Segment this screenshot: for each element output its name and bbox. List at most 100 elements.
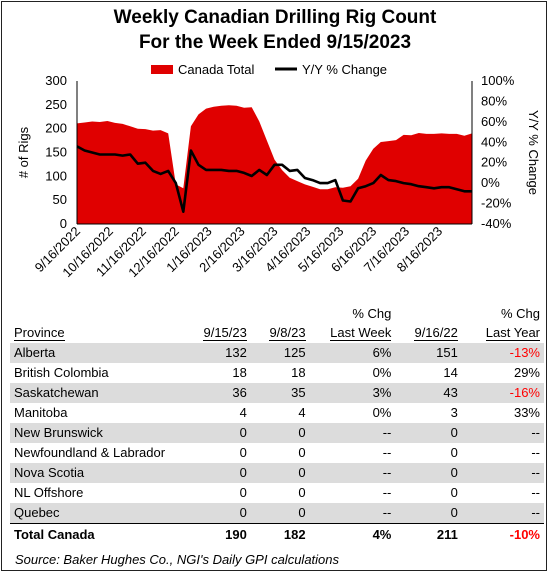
year-ago-count: 0 (450, 485, 458, 500)
header-chg-last-week: Last Week (330, 325, 392, 341)
chg-last-week: -- (382, 445, 392, 460)
province-name: Newfoundland & Labrador (14, 445, 166, 460)
table-row: Quebec 0 0 -- 0 -- (10, 503, 544, 524)
province-table: % Chg % Chg Province 9/15/23 9/8/23 Last… (10, 305, 544, 546)
table-row: Alberta 132 125 6% 151 -13% (10, 343, 544, 363)
chg-last-year: -10% (461, 523, 544, 546)
table-row: Manitoba 4 4 0% 3 33% (10, 403, 544, 423)
year-ago-count: 43 (395, 383, 462, 403)
current-week-count: 18 (232, 365, 247, 380)
chg-last-year: -16% (461, 383, 544, 403)
current-week-count: 4 (239, 405, 247, 420)
province-name: Manitoba (14, 405, 68, 420)
current-week-count: 132 (180, 343, 251, 363)
chg-last-week: -- (309, 503, 396, 524)
source-note: Source: Baker Hughes Co., NGI's Daily GP… (15, 552, 340, 567)
legend-label-canada-total: Canada Total (178, 62, 254, 77)
chg-last-week: 0% (372, 405, 392, 420)
province-name: NL Offshore (14, 485, 84, 500)
chg-last-week: 6% (309, 343, 396, 363)
current-week-count: 0 (239, 485, 247, 500)
chg-last-year: 29% (513, 365, 540, 380)
prior-week-count: 0 (298, 445, 306, 460)
right-y-tick-label: 100% (481, 73, 515, 88)
prior-week-count: 35 (250, 383, 310, 403)
table-row: Newfoundland & Labrador 0 0 -- 0 -- (10, 443, 544, 463)
chg-last-week: -- (382, 485, 392, 500)
right-y-tick-label: 60% (481, 114, 507, 129)
header-top-cell: % Chg (352, 306, 392, 321)
current-week-count: 0 (239, 445, 247, 460)
chg-last-year: -- (531, 485, 540, 500)
chg-last-year: -- (531, 445, 540, 460)
header-year-ago: 9/16/22 (414, 325, 458, 341)
right-y-tick-label: 0% (481, 175, 500, 190)
chg-last-week: -- (309, 423, 396, 443)
province-name: Total Canada (10, 523, 181, 546)
table-header: Province 9/15/23 9/8/23 Last Week 9/16/2… (10, 323, 544, 343)
chg-last-week: 3% (309, 383, 396, 403)
left-y-tick-label: 150 (45, 145, 67, 160)
table-body: Alberta 132 125 6% 151 -13% British Colombia 18… (10, 343, 544, 546)
prior-week-count: 18 (291, 365, 306, 380)
left-y-tick-label: 0 (60, 216, 67, 231)
header-top-cell (10, 305, 180, 323)
rig-count-chart: Canada Total Y/Y % Change 0 50 100 150 200 250 3… (16, 62, 541, 280)
chart-title: Weekly Canadian Drilling Rig Count (113, 7, 437, 28)
chart-subtitle: For the Week Ended 9/15/2023 (138, 32, 412, 53)
prior-week-count: 0 (298, 485, 306, 500)
year-ago-count: 3 (450, 405, 458, 420)
prior-week-count: 125 (250, 343, 310, 363)
right-y-tick-label: -20% (481, 196, 512, 211)
header-top-cell (180, 305, 250, 323)
chg-last-year: 33% (513, 405, 540, 420)
header-prior-week: 9/8/23 (269, 325, 306, 341)
chg-last-year: -- (461, 503, 544, 524)
table-row: Nova Scotia 0 0 -- 0 -- (10, 463, 544, 483)
chg-last-year: -- (461, 423, 544, 443)
year-ago-count: 151 (395, 343, 462, 363)
left-y-tick-label: 250 (45, 97, 67, 112)
header-current-week: 9/15/23 (203, 325, 247, 341)
chg-last-week: 0% (372, 365, 392, 380)
prior-week-count: 182 (250, 523, 310, 546)
series-yy-change-line (76, 145, 472, 213)
province-name: Alberta (10, 343, 181, 363)
table-row: Saskatchewan 36 35 3% 43 -16% (10, 383, 544, 403)
year-ago-count: 14 (443, 365, 458, 380)
right-y-tick-label: 40% (481, 134, 507, 149)
right-y-tick-label: 80% (481, 93, 507, 108)
province-name: British Colombia (14, 365, 109, 380)
header-top-cell: % Chg (500, 306, 540, 321)
left-y-tick-label: 200 (45, 121, 67, 136)
chg-last-week: -- (309, 463, 396, 483)
left-y-tick-label: 100 (45, 168, 67, 183)
current-week-count: 190 (180, 523, 251, 546)
year-ago-count: 211 (395, 523, 462, 546)
table-row: NL Offshore 0 0 -- 0 -- (10, 483, 544, 503)
legend-swatch-canada-total (151, 65, 173, 74)
current-week-count: 0 (180, 423, 251, 443)
y2-axis-title: Y/Y % Change (526, 110, 541, 195)
chg-last-week: 4% (309, 523, 396, 546)
header-province: Province (14, 325, 65, 341)
header-top-cell (251, 305, 310, 323)
table-row: New Brunswick 0 0 -- 0 -- (10, 423, 544, 443)
current-week-count: 0 (180, 503, 251, 524)
prior-week-count: 0 (250, 463, 310, 483)
header-chg-last-year: Last Year (485, 325, 540, 341)
header-top-cell (395, 305, 461, 323)
year-ago-count: 0 (395, 423, 462, 443)
table-row: British Colombia 18 18 0% 14 29% (10, 363, 544, 383)
province-name: Nova Scotia (10, 463, 181, 483)
right-y-tick-label: 20% (481, 155, 507, 170)
province-name: Saskatchewan (10, 383, 181, 403)
y-axis-title: # of Rigs (16, 126, 31, 178)
year-ago-count: 0 (395, 503, 462, 524)
right-y-tick-label: -40% (481, 216, 512, 231)
province-name: New Brunswick (10, 423, 181, 443)
province-name: Quebec (10, 503, 181, 524)
left-y-tick-label: 50 (53, 192, 67, 207)
year-ago-count: 0 (450, 445, 458, 460)
